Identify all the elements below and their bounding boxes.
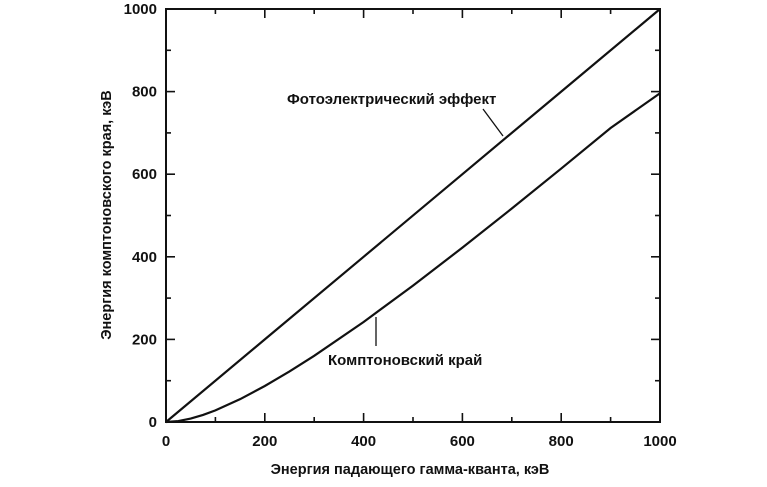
x-tick-label: 600 bbox=[450, 433, 475, 450]
annotation-compton-edge: Комптоновский край bbox=[328, 352, 482, 369]
y-tick-label: 800 bbox=[132, 84, 157, 101]
y-tick-label: 400 bbox=[132, 249, 157, 266]
y-tick-label: 600 bbox=[132, 166, 157, 183]
tick-labels: 0 200 400 600 800 1000 0 200 400 600 800 1000 bbox=[124, 1, 677, 450]
x-axis-title: Энергия падающего гамма-кванта, кэВ bbox=[271, 462, 550, 478]
x-tick-label: 800 bbox=[549, 433, 574, 450]
annotation-photoelectric: Фотоэлектрический эффект bbox=[287, 91, 496, 108]
x-tick-label: 0 bbox=[162, 433, 170, 450]
x-tick-label: 1000 bbox=[643, 433, 676, 450]
y-tick-label: 1000 bbox=[124, 1, 157, 18]
series-line-compton-edge bbox=[165, 92, 661, 424]
x-tick-label: 400 bbox=[351, 433, 376, 450]
plot-frame bbox=[165, 8, 661, 423]
y-axis-title: Энергия комптоновского края, кэВ bbox=[99, 90, 115, 340]
y-tick-label: 0 bbox=[149, 414, 157, 431]
annotation-leader-photoelectric bbox=[482, 108, 504, 137]
series-line-photoelectric bbox=[165, 8, 661, 423]
y-tick-label: 200 bbox=[132, 331, 157, 348]
x-tick-label: 200 bbox=[252, 433, 277, 450]
